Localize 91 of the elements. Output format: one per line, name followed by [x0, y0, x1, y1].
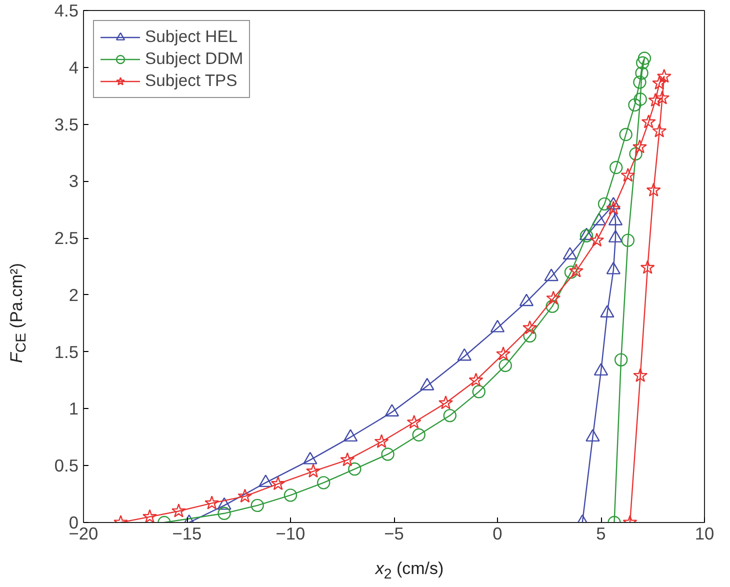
- point: [270, 476, 286, 490]
- point: [348, 462, 362, 476]
- point: [438, 395, 454, 410]
- y-tick-label: 4.5: [54, 0, 79, 20]
- point: [620, 168, 636, 182]
- point: [544, 268, 558, 282]
- point: [594, 363, 608, 376]
- point: [608, 212, 623, 226]
- y-tick-label: 4: [68, 57, 79, 78]
- point: [562, 247, 578, 260]
- point: [586, 429, 600, 442]
- point: [343, 429, 358, 442]
- point: [490, 320, 505, 332]
- x-axis-title: x$_{2}$ (cm/s): [375, 558, 444, 584]
- point: [598, 197, 612, 211]
- point: [218, 506, 231, 520]
- point: [171, 504, 186, 518]
- point: [635, 66, 648, 80]
- point: [640, 260, 655, 274]
- point: [303, 452, 318, 464]
- point: [568, 263, 584, 278]
- point: [633, 76, 646, 89]
- point: [457, 348, 472, 361]
- point: [306, 464, 321, 478]
- legend-label: Subject HEL: [145, 27, 238, 47]
- point: [258, 474, 273, 488]
- point: [614, 353, 628, 366]
- point: [522, 320, 538, 334]
- point: [636, 56, 650, 70]
- point: [496, 346, 511, 360]
- point: [606, 262, 621, 274]
- point: [652, 124, 667, 138]
- point: [600, 305, 614, 318]
- point: [406, 414, 422, 429]
- legend-label: Subject TPS: [145, 71, 238, 91]
- point: [523, 329, 536, 342]
- point: [420, 378, 434, 390]
- y-tick-label: 1.5: [54, 342, 79, 362]
- point: [381, 448, 394, 461]
- point: [608, 230, 623, 242]
- x-tick-label: 10: [694, 524, 714, 544]
- point: [648, 92, 663, 107]
- y-tick-label: 2: [68, 284, 79, 305]
- point: [646, 182, 661, 197]
- point: [634, 92, 647, 106]
- point: [142, 509, 157, 522]
- point: [340, 452, 355, 466]
- x-tick-label: −10: [276, 524, 306, 544]
- point: [374, 434, 389, 448]
- y-tick-label: 2.5: [54, 228, 79, 248]
- point: [652, 76, 667, 90]
- point: [628, 98, 642, 112]
- point: [546, 300, 559, 313]
- point: [217, 497, 232, 510]
- point: [546, 290, 561, 305]
- point: [633, 368, 648, 382]
- x-tick-label: −5: [384, 524, 404, 544]
- point: [204, 496, 220, 510]
- point: [629, 147, 642, 160]
- point: [250, 498, 264, 512]
- point: [606, 200, 621, 215]
- point: [472, 385, 486, 398]
- x-tick-label: −15: [172, 524, 202, 544]
- point: [468, 372, 484, 387]
- y-tick-label: 0.5: [54, 456, 79, 476]
- point: [238, 488, 252, 503]
- point: [638, 52, 652, 65]
- point: [619, 128, 632, 142]
- point: [412, 428, 426, 442]
- point: [317, 476, 330, 490]
- point: [384, 404, 400, 416]
- legend-label: Subject DDM: [145, 49, 244, 69]
- x-tick-label: 5: [596, 524, 606, 544]
- point: [621, 234, 635, 247]
- point: [606, 196, 621, 210]
- y-tick-label: 1: [68, 398, 79, 419]
- y-tick-label: 3.5: [54, 114, 79, 134]
- point: [564, 266, 578, 279]
- point: [498, 358, 512, 372]
- point: [519, 294, 534, 306]
- point: [610, 160, 623, 174]
- x-tick-label: 0: [492, 524, 502, 544]
- point: [655, 90, 670, 104]
- point: [656, 68, 672, 83]
- point: [443, 408, 456, 422]
- point: [284, 488, 298, 502]
- point: [641, 114, 656, 128]
- y-tick-label: 3: [68, 171, 79, 192]
- point: [590, 232, 604, 247]
- point: [632, 139, 647, 154]
- point: [592, 212, 606, 226]
